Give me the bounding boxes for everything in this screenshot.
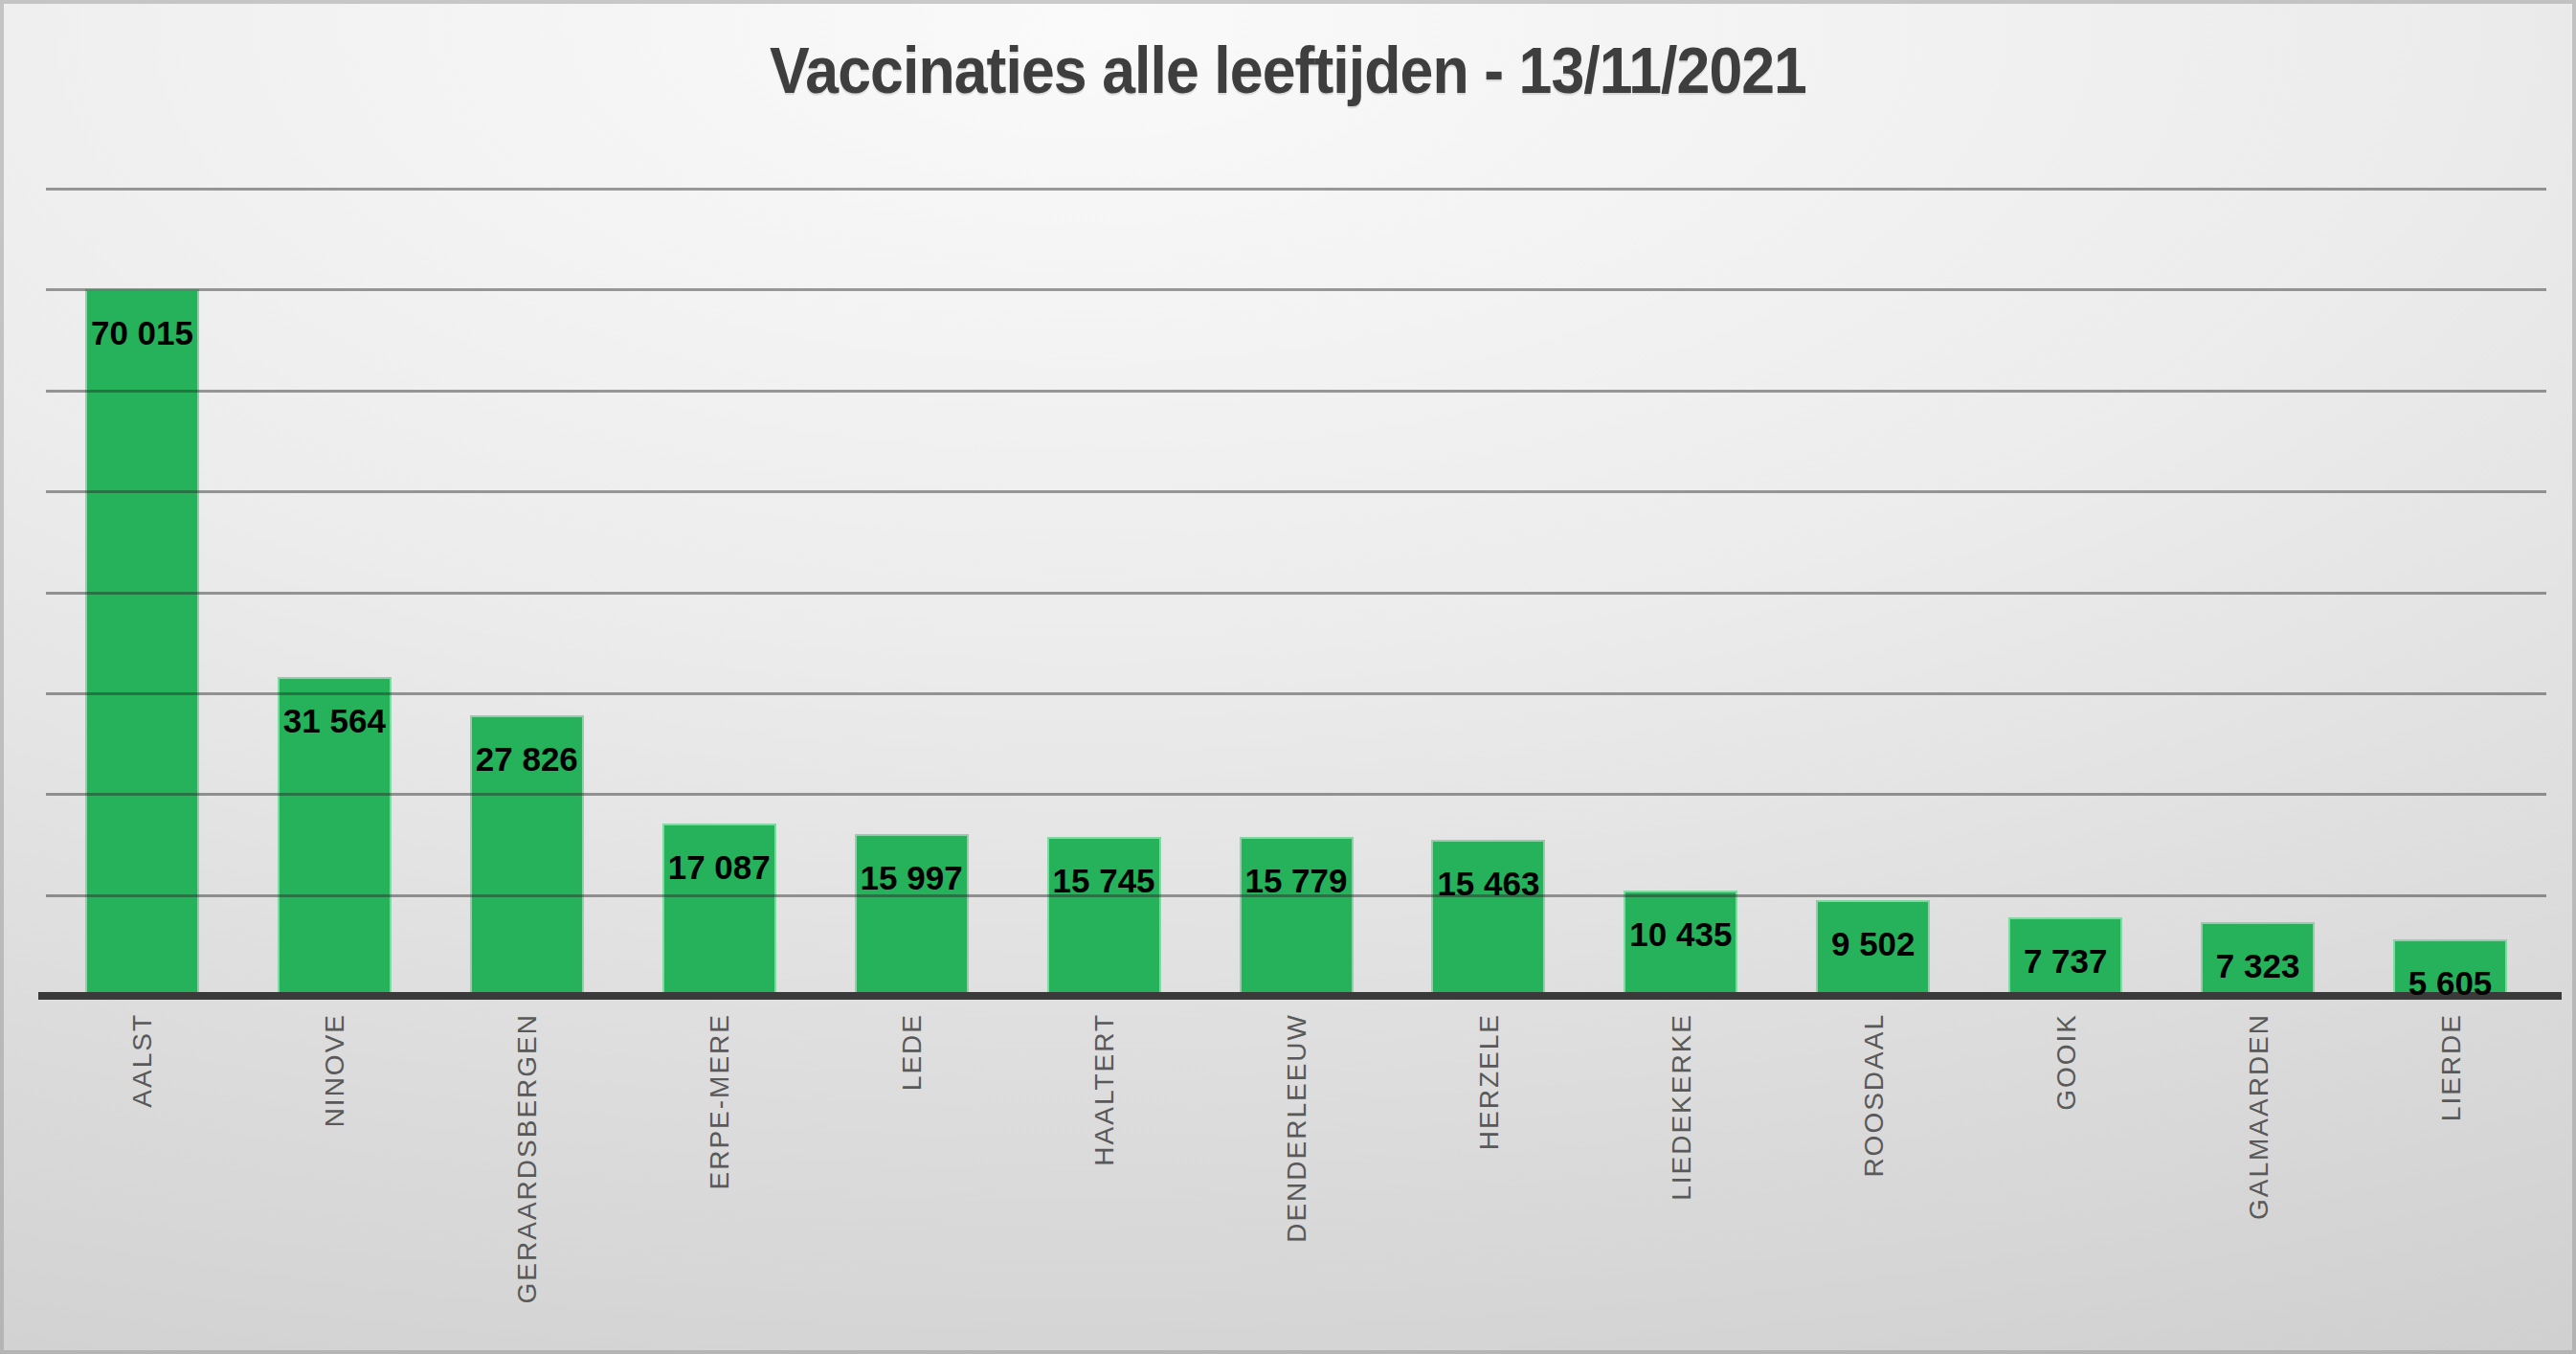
bar-value-label: 15 745 <box>1013 862 1195 900</box>
gridline <box>46 793 2546 796</box>
bar-value-label: 7 323 <box>2167 947 2349 985</box>
category-label: ERPE-MERE <box>705 1013 735 1189</box>
plot-area: 70 015 AALST 31 564 NINOVE 27 826 GERAARDSBER… <box>0 0 2576 1354</box>
bar-value-label: 70 015 <box>51 314 233 352</box>
bar-value-label: 7 737 <box>1975 942 2157 981</box>
bar-value-label: 10 435 <box>1590 915 1772 954</box>
category-label: HAALTERT <box>1089 1013 1120 1166</box>
category-label: NINOVE <box>320 1013 350 1127</box>
category-label: LIEDEKERKE <box>1667 1013 1697 1201</box>
bar-value-label: 9 502 <box>1782 925 1964 963</box>
gridline <box>46 188 2546 191</box>
bar-value-label: 15 997 <box>820 859 1002 897</box>
bar <box>1431 840 1545 996</box>
gridline <box>46 390 2546 393</box>
category-label: GALMAARDEN <box>2244 1013 2274 1220</box>
category-label: LEDE <box>897 1013 928 1091</box>
bar <box>85 289 199 996</box>
category-label: ROOSDAAL <box>1859 1013 1890 1178</box>
slide-background: Vaccinaties alle leeftijden - 13/11/2021… <box>0 0 2576 1354</box>
bar-value-label: 15 779 <box>1205 862 1387 900</box>
category-label: GOOIK <box>2051 1013 2082 1111</box>
gridline <box>46 288 2546 291</box>
bar <box>1240 837 1354 996</box>
bar <box>1047 837 1161 996</box>
category-label: GERAARDSBERGEN <box>512 1013 543 1303</box>
gridline <box>46 490 2546 493</box>
bar-value-label: 15 463 <box>1398 865 1579 903</box>
bar-value-label: 27 826 <box>436 740 617 779</box>
category-label: AALST <box>127 1013 158 1108</box>
category-label: HERZELE <box>1474 1013 1505 1150</box>
bar-value-label: 17 087 <box>628 848 810 887</box>
gridline <box>46 692 2546 695</box>
category-label: LIERDE <box>2436 1013 2467 1121</box>
category-label: DENDERLEEUW <box>1282 1013 1312 1243</box>
bar-value-label: 31 564 <box>243 702 425 740</box>
bar-value-label: 5 605 <box>2360 964 2542 1003</box>
gridline <box>46 592 2546 595</box>
x-axis-line <box>38 992 2562 1000</box>
